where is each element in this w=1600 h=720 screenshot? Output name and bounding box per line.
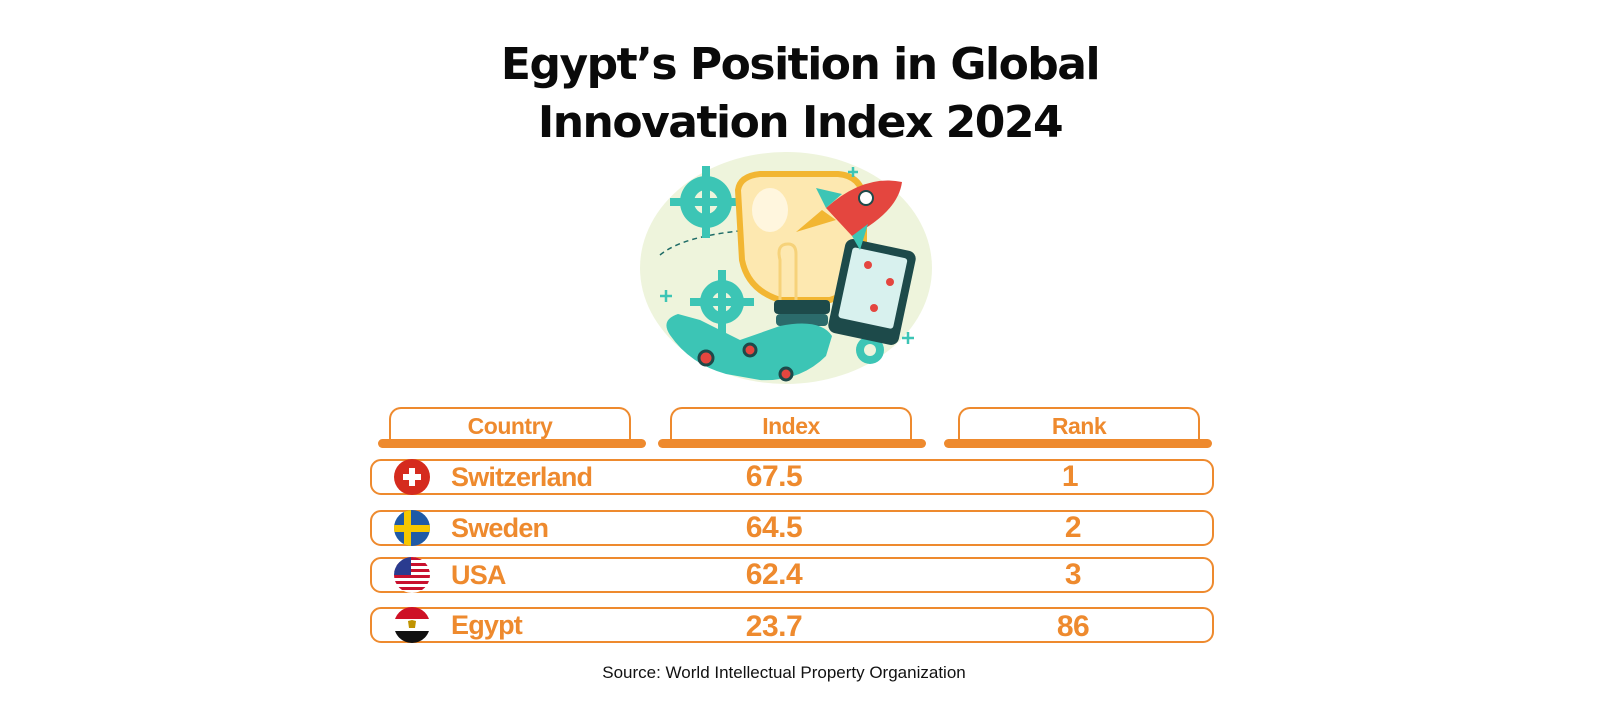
rank-value: 3: [1064, 558, 1082, 591]
table-row: [370, 607, 1214, 643]
usa-flag-icon: [394, 557, 430, 593]
innovation-illustration-icon: [640, 152, 932, 384]
index-value: 23.7: [745, 610, 803, 643]
country-name: Egypt: [451, 610, 523, 640]
page-title: Egypt’s Position in Global Innovation In…: [0, 36, 1600, 152]
index-value: 64.5: [745, 511, 803, 544]
header-underline-index: [658, 439, 926, 448]
table-row: [370, 510, 1214, 546]
country-name: Switzerland: [451, 462, 593, 492]
title-line-2: Innovation Index 2024: [537, 97, 1064, 148]
header-underline-rank: [944, 439, 1212, 448]
country-name: Sweden: [451, 513, 549, 543]
country-name: USA: [451, 560, 506, 590]
sweden-flag-icon: [394, 510, 430, 546]
rank-value: 2: [1064, 511, 1082, 544]
switzerland-flag-icon: [394, 459, 430, 495]
source-note: Source: World Intellectual Property Orga…: [602, 663, 966, 682]
table-row: [370, 557, 1214, 593]
rank-value: 86: [1056, 610, 1090, 643]
title-line-1: Egypt’s Position in Global: [500, 39, 1101, 90]
header-underline-country: [378, 439, 646, 448]
index-value: 67.5: [745, 460, 803, 493]
egypt-flag-icon: [394, 607, 430, 643]
rank-value: 1: [1061, 460, 1079, 493]
column-header-index: Index: [670, 407, 912, 441]
column-header-rank: Rank: [958, 407, 1200, 441]
table-row: [370, 459, 1214, 495]
index-value: 62.4: [745, 558, 803, 591]
column-header-country: Country: [389, 407, 631, 441]
